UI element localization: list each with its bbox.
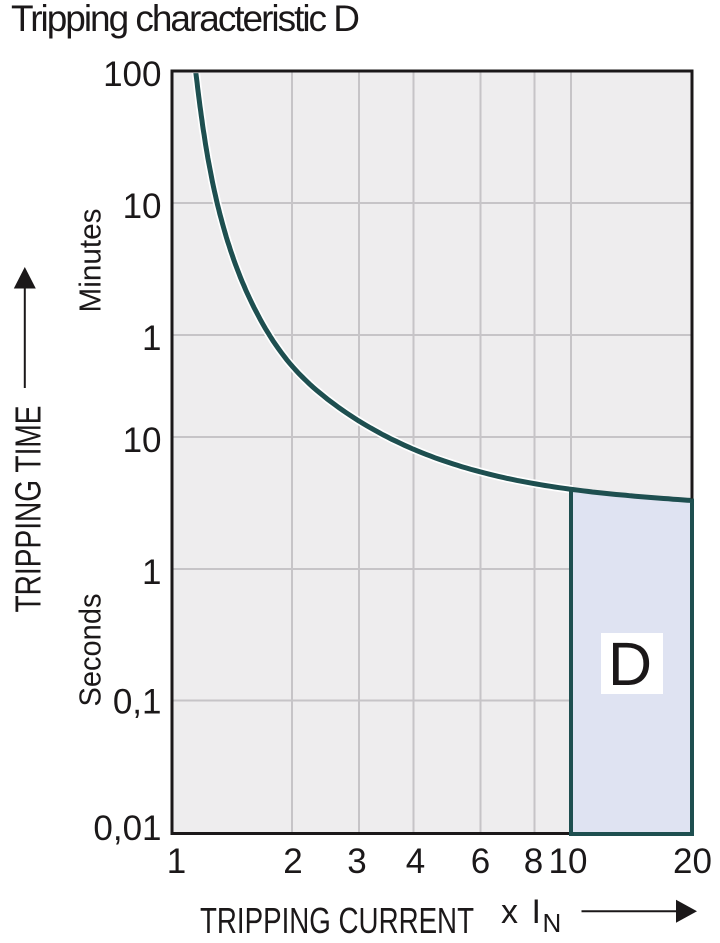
svg-text:20: 20 [673, 842, 712, 881]
svg-text:0,1: 0,1 [113, 683, 162, 722]
svg-text:D: D [608, 630, 652, 698]
svg-text:1: 1 [142, 553, 161, 592]
svg-text:Tripping characteristic D: Tripping characteristic D [11, 0, 360, 39]
svg-text:TRIPPING TIME: TRIPPING TIME [8, 406, 49, 613]
svg-text:Seconds: Seconds [73, 594, 108, 707]
svg-text:8: 8 [524, 842, 543, 881]
svg-text:1: 1 [167, 842, 186, 881]
svg-text:Minutes: Minutes [73, 209, 108, 313]
svg-text:100: 100 [103, 55, 161, 94]
svg-text:TRIPPING CURRENT: TRIPPING CURRENT [200, 900, 474, 941]
svg-text:4: 4 [406, 842, 425, 881]
svg-text:6: 6 [471, 842, 490, 881]
svg-text:1: 1 [142, 319, 161, 358]
svg-text:10: 10 [123, 187, 162, 226]
svg-text:x: x [501, 893, 518, 931]
svg-text:3: 3 [347, 842, 366, 881]
svg-text:2: 2 [283, 842, 302, 881]
svg-text:10: 10 [123, 421, 162, 460]
svg-text:10: 10 [549, 842, 588, 881]
svg-text:0,01: 0,01 [93, 809, 161, 848]
svg-text:I: I [532, 893, 541, 931]
svg-text:N: N [543, 908, 562, 938]
